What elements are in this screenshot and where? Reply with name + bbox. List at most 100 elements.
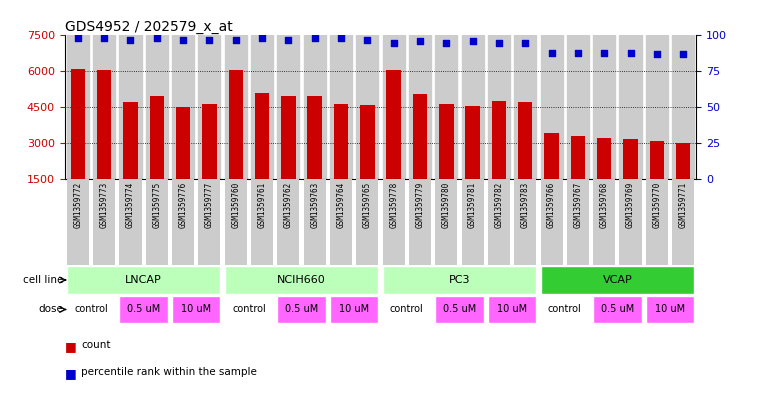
Bar bbox=[281, 96, 295, 179]
Bar bbox=[439, 103, 454, 179]
Point bbox=[387, 39, 400, 46]
Text: count: count bbox=[81, 340, 111, 350]
Bar bbox=[202, 103, 217, 179]
Bar bbox=[172, 179, 194, 265]
Bar bbox=[224, 296, 273, 323]
Bar bbox=[383, 266, 537, 294]
Text: control: control bbox=[390, 305, 424, 314]
Point bbox=[414, 38, 426, 44]
Bar bbox=[646, 296, 694, 323]
Bar bbox=[619, 179, 642, 265]
Bar bbox=[597, 138, 611, 179]
Bar bbox=[67, 179, 89, 265]
Text: GSM1359774: GSM1359774 bbox=[126, 182, 135, 228]
Bar bbox=[224, 266, 378, 294]
Bar bbox=[571, 136, 585, 179]
Bar bbox=[277, 296, 326, 323]
Text: 0.5 uM: 0.5 uM bbox=[600, 305, 634, 314]
Point bbox=[151, 35, 163, 41]
Bar bbox=[277, 179, 299, 265]
Bar bbox=[623, 140, 638, 179]
Text: GSM1359781: GSM1359781 bbox=[468, 182, 477, 228]
Text: 10 uM: 10 uM bbox=[339, 305, 369, 314]
Bar bbox=[199, 35, 221, 179]
Text: dose: dose bbox=[39, 305, 63, 314]
Text: percentile rank within the sample: percentile rank within the sample bbox=[81, 367, 257, 377]
Point bbox=[519, 39, 531, 46]
Bar bbox=[676, 143, 690, 179]
Text: PC3: PC3 bbox=[449, 275, 470, 285]
Text: ■: ■ bbox=[65, 367, 76, 380]
Bar bbox=[67, 266, 221, 294]
Text: GSM1359767: GSM1359767 bbox=[573, 182, 582, 228]
Text: NCIH660: NCIH660 bbox=[277, 275, 326, 285]
Bar bbox=[518, 102, 533, 179]
Bar bbox=[123, 102, 138, 179]
Bar bbox=[540, 35, 562, 179]
Bar bbox=[488, 296, 537, 323]
Bar bbox=[646, 35, 668, 179]
Text: GSM1359773: GSM1359773 bbox=[100, 182, 109, 228]
Text: control: control bbox=[548, 305, 581, 314]
Text: GSM1359772: GSM1359772 bbox=[73, 182, 82, 228]
Bar bbox=[360, 105, 374, 179]
Text: GSM1359769: GSM1359769 bbox=[626, 182, 635, 228]
Bar bbox=[356, 35, 378, 179]
Point bbox=[72, 35, 84, 41]
Text: 10 uM: 10 uM bbox=[497, 305, 527, 314]
Point bbox=[230, 37, 242, 43]
Bar bbox=[383, 35, 405, 179]
Bar bbox=[255, 93, 269, 179]
Point bbox=[572, 50, 584, 56]
Text: GSM1359768: GSM1359768 bbox=[600, 182, 609, 228]
Bar bbox=[334, 103, 349, 179]
Text: GSM1359779: GSM1359779 bbox=[416, 182, 425, 228]
Bar bbox=[593, 35, 615, 179]
Bar bbox=[540, 296, 589, 323]
Text: GSM1359782: GSM1359782 bbox=[495, 182, 504, 228]
Bar bbox=[540, 179, 562, 265]
Point bbox=[625, 50, 637, 56]
Bar bbox=[593, 296, 642, 323]
Text: GSM1359771: GSM1359771 bbox=[679, 182, 688, 228]
Text: GSM1359776: GSM1359776 bbox=[179, 182, 188, 228]
Bar bbox=[650, 141, 664, 179]
Bar bbox=[146, 179, 168, 265]
Text: LNCAP: LNCAP bbox=[126, 275, 162, 285]
Bar bbox=[462, 35, 484, 179]
Text: GSM1359764: GSM1359764 bbox=[336, 182, 345, 228]
Bar bbox=[593, 179, 615, 265]
Bar bbox=[150, 96, 164, 179]
Bar bbox=[119, 179, 142, 265]
Point bbox=[124, 37, 136, 43]
Point bbox=[440, 39, 452, 46]
Bar bbox=[492, 101, 506, 179]
Bar bbox=[462, 179, 484, 265]
Text: 0.5 uM: 0.5 uM bbox=[285, 305, 318, 314]
Bar bbox=[567, 179, 589, 265]
Bar bbox=[330, 296, 378, 323]
Bar bbox=[409, 35, 431, 179]
Point bbox=[546, 50, 558, 56]
Bar bbox=[119, 296, 168, 323]
Bar bbox=[488, 35, 510, 179]
Bar bbox=[646, 179, 668, 265]
Bar bbox=[93, 35, 115, 179]
Text: control: control bbox=[74, 305, 108, 314]
Bar bbox=[435, 179, 457, 265]
Bar bbox=[672, 35, 694, 179]
Point bbox=[98, 35, 110, 41]
Bar bbox=[304, 35, 326, 179]
Text: cell line: cell line bbox=[23, 275, 63, 285]
Bar bbox=[383, 179, 405, 265]
Bar bbox=[356, 179, 378, 265]
Bar bbox=[304, 179, 326, 265]
Bar bbox=[514, 179, 537, 265]
Bar bbox=[176, 107, 190, 179]
Text: 10 uM: 10 uM bbox=[655, 305, 685, 314]
Text: GSM1359762: GSM1359762 bbox=[284, 182, 293, 228]
Text: control: control bbox=[232, 305, 266, 314]
Bar bbox=[567, 35, 589, 179]
Bar bbox=[146, 35, 168, 179]
Text: 0.5 uM: 0.5 uM bbox=[443, 305, 476, 314]
